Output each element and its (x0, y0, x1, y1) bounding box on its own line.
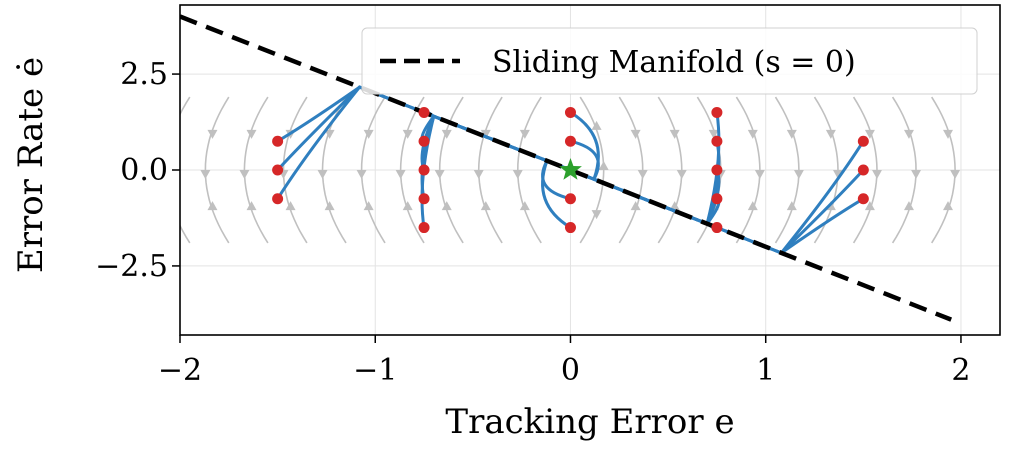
initial-point (564, 222, 576, 234)
streamline-arrow (786, 201, 797, 211)
streamline-arrow (630, 201, 641, 211)
equilibrium-star (559, 158, 582, 180)
initial-point (711, 135, 723, 147)
streamline-arrow (591, 120, 602, 130)
streamline-arrow (786, 129, 797, 139)
streamline-arrow (239, 170, 250, 179)
initial-point (564, 193, 576, 205)
streamline-arrow (480, 129, 491, 139)
streamline-arrow (512, 170, 523, 179)
streamline-arrow (285, 201, 296, 211)
streamline-arrow (708, 129, 719, 139)
streamline-arrow (168, 201, 178, 210)
streamline-arrow (200, 170, 211, 179)
streamline-arrow (747, 201, 758, 211)
initial-point (711, 106, 723, 118)
streamline-arrow (598, 161, 609, 170)
y-tick-label: −2.5 (95, 249, 168, 284)
streamline-arrow (363, 129, 374, 139)
streamline-arrow (441, 201, 452, 211)
initial-point (272, 135, 284, 147)
streamline-arrow (754, 170, 765, 179)
streamline-arrow (864, 129, 875, 139)
streamline-arrow (676, 170, 687, 179)
streamline-arrow (591, 210, 602, 220)
streamline-arrow (402, 201, 413, 211)
x-axis-label: Tracking Error e (445, 402, 734, 442)
streamline-arrow (324, 201, 335, 211)
x-tick-label: −1 (353, 353, 397, 388)
y-axis-label: Error Rate ė (11, 57, 51, 273)
initial-point (711, 193, 723, 205)
streamline-arrow (402, 129, 413, 139)
initial-point (418, 164, 430, 176)
x-tick-label: 2 (951, 353, 970, 388)
streamline-arrow (473, 170, 484, 179)
streamline-arrow (246, 201, 257, 211)
streamline-arrow (911, 170, 922, 179)
streamline-arrow (747, 129, 758, 139)
initial-point (857, 193, 869, 205)
y-tick-label: 0.0 (120, 153, 168, 188)
streamline-arrow (168, 130, 178, 139)
streamline-arrow (317, 170, 328, 179)
legend-manifold-label: Sliding Manifold (s = 0) (492, 45, 856, 80)
legend: Sliding Manifold (s = 0) (361, 27, 978, 95)
streamline-arrow (793, 170, 804, 179)
streamline-arrow (356, 170, 367, 179)
streamline-arrow (630, 129, 641, 139)
initial-point (857, 135, 869, 147)
streamlines (168, 96, 961, 244)
streamline-arrow (637, 170, 648, 179)
streamline-arrow (903, 201, 914, 211)
streamline-arrow (903, 129, 914, 139)
initial-point (418, 135, 430, 147)
initial-point (418, 193, 430, 205)
streamline-arrow (480, 201, 491, 211)
streamline-arrow (864, 201, 875, 211)
initial-point (711, 222, 723, 234)
equilibrium (559, 158, 582, 180)
initial-point (711, 164, 723, 176)
streamline-arrow (207, 129, 218, 139)
streamline-arrow (395, 170, 406, 179)
streamline-arrow (825, 129, 836, 139)
initial-point (418, 222, 430, 234)
streamline-arrow (519, 129, 530, 139)
initial-point (272, 164, 284, 176)
streamline-arrow (519, 201, 530, 211)
initial-point (564, 106, 576, 118)
streamline-arrow (950, 170, 961, 179)
initial-point (272, 193, 284, 205)
streamline-arrow (441, 129, 452, 139)
x-tick-label: 0 (561, 353, 580, 388)
streamline-arrow (943, 129, 954, 139)
x-axis-ticks: −2 −1 0 1 2 (158, 335, 970, 388)
streamline-arrow (324, 129, 335, 139)
streamline-arrow (872, 170, 882, 179)
streamline-arrow (246, 129, 257, 139)
x-tick-label: 1 (756, 353, 775, 388)
initial-point (564, 135, 576, 147)
y-tick-label: 2.5 (120, 57, 168, 92)
initial-points (272, 106, 869, 234)
streamline-arrow (434, 170, 445, 179)
streamline-arrow (207, 201, 218, 211)
streamline-arrow (669, 201, 680, 211)
legend-box (361, 27, 978, 95)
initial-point (857, 164, 869, 176)
streamline-arrow (363, 201, 374, 211)
y-axis-ticks: 2.5 0.0 −2.5 (95, 57, 180, 284)
streamline-arrow (669, 129, 680, 139)
x-tick-label: −2 (158, 353, 202, 388)
streamline-arrow (943, 201, 954, 211)
streamline-arrow (832, 170, 843, 179)
trajectory (276, 85, 572, 200)
initial-point (418, 106, 430, 118)
